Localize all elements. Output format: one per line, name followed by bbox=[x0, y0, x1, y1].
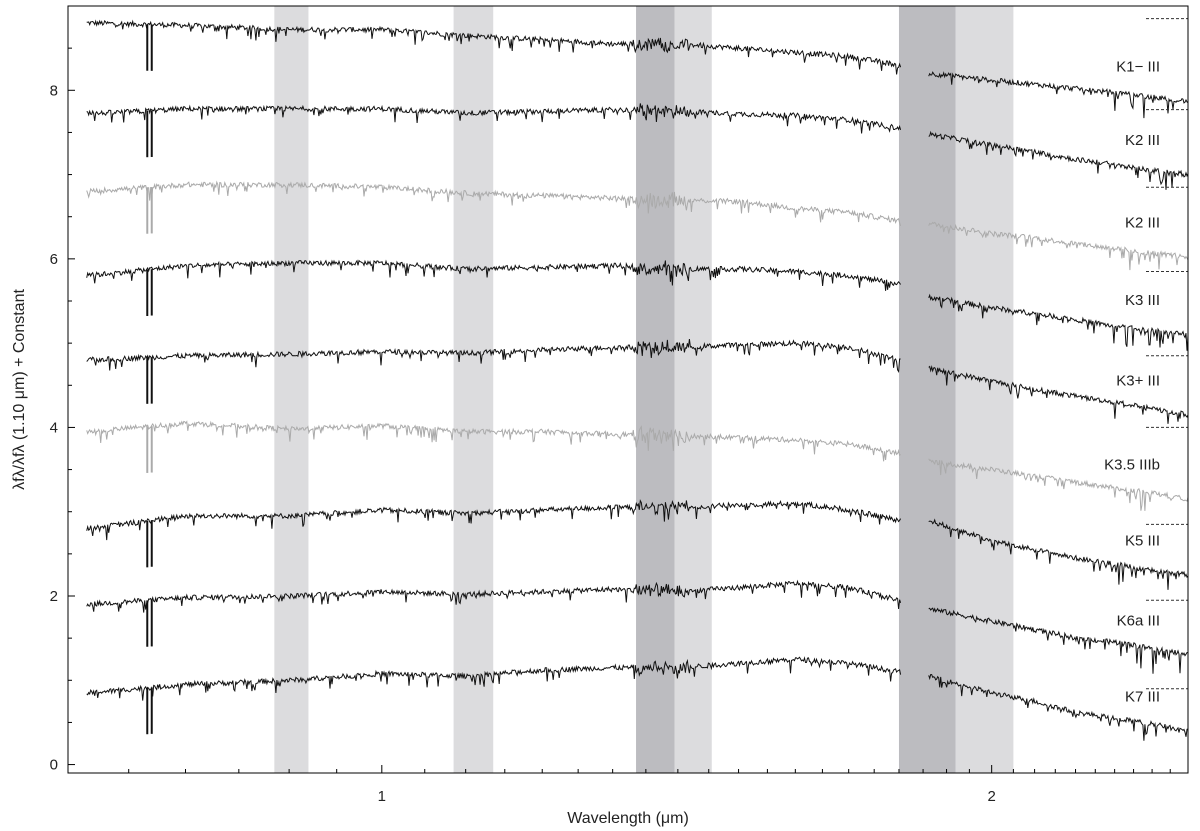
shaded-band-6 bbox=[955, 6, 1014, 773]
series-label-9: K7 III bbox=[1125, 688, 1160, 705]
shaded-band-1 bbox=[274, 6, 309, 773]
series-label-5: K3+ III bbox=[1116, 372, 1160, 389]
y-tick-label-0: 0 bbox=[50, 757, 58, 774]
shaded-bands bbox=[274, 6, 1014, 773]
series-label-3: K2 III bbox=[1125, 215, 1160, 232]
spectrum-line-9 bbox=[86, 656, 1189, 741]
shaded-band-2 bbox=[453, 6, 494, 773]
spectrum-line-1 bbox=[86, 19, 1189, 119]
spectrum-line-4 bbox=[86, 259, 1189, 351]
y-tick-label-8: 8 bbox=[50, 82, 58, 99]
x-tick-label-1: 1 bbox=[378, 788, 386, 805]
spectra-lines bbox=[86, 19, 1189, 741]
series-label-6: K3.5 IIIb bbox=[1104, 457, 1160, 474]
shaded-band-5 bbox=[898, 6, 956, 773]
x-tick-label-2: 2 bbox=[987, 788, 995, 805]
y-axis-label: λfλ/λfλ (1.10 μm) + Constant bbox=[11, 289, 28, 490]
series-label-7: K5 III bbox=[1125, 532, 1160, 549]
series-label-1: K1− III bbox=[1116, 59, 1160, 76]
spectrum-line-7 bbox=[86, 499, 1189, 590]
series-label-4: K3 III bbox=[1125, 292, 1160, 309]
x-axis-label: Wavelength (μm) bbox=[567, 810, 689, 827]
series-label-2: K2 III bbox=[1125, 132, 1160, 149]
y-tick-label-2: 2 bbox=[50, 588, 58, 605]
spectrum-line-2 bbox=[86, 103, 1189, 190]
spectrum-line-3 bbox=[86, 180, 1189, 271]
plot-frame bbox=[67, 5, 1189, 774]
axes: 0 2 4 6 8 1 2 bbox=[50, 47, 1189, 805]
y-tick-label-4: 4 bbox=[50, 419, 58, 436]
spectrum-line-8 bbox=[86, 579, 1189, 674]
reference-marks bbox=[1146, 18, 1188, 690]
y-tick-label-6: 6 bbox=[50, 251, 58, 268]
spectrum-line-5 bbox=[86, 339, 1189, 424]
spectrum-labels: K1− III K2 III K2 III K3 III K3+ III K3.5 III… bbox=[1104, 59, 1160, 706]
shaded-band-3 bbox=[636, 6, 675, 773]
shaded-band-4 bbox=[674, 6, 712, 773]
spectrum-line-6 bbox=[86, 420, 1189, 511]
series-label-8: K6a III bbox=[1117, 613, 1160, 630]
